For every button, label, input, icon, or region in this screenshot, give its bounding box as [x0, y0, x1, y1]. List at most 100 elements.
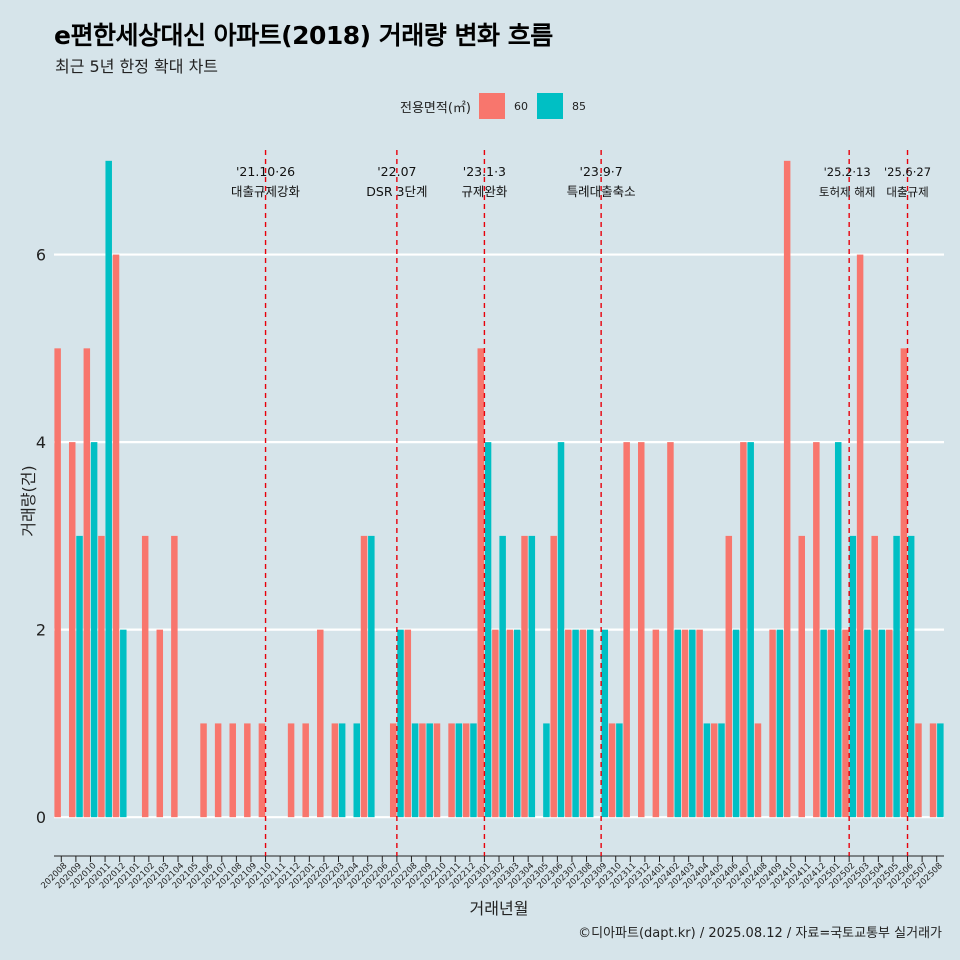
y-tick-label-2: 2 — [36, 621, 46, 640]
annotation-date-202506: '25.6·27 — [884, 165, 931, 179]
annotation-date-202301: '23.1·3 — [463, 164, 506, 179]
bar-60-202302 — [492, 629, 499, 818]
bar-85-202303 — [513, 629, 521, 818]
bar-85-202407 — [747, 442, 754, 818]
legend: 전용면적(㎡) 60 85 — [400, 92, 595, 120]
annotation-label-202207: DSR 3단계 — [366, 184, 427, 199]
bar-60-202103 — [156, 629, 164, 818]
bar-60-202207 — [389, 723, 397, 818]
bar-60-202407 — [740, 442, 747, 818]
bar-60-202404 — [696, 629, 703, 818]
bar-60-202411 — [798, 535, 805, 818]
bar-60-202410 — [783, 160, 791, 818]
bar-85-202309 — [601, 629, 609, 818]
bar-85-202504 — [878, 629, 886, 818]
y-axis-title: 거래량(건) — [19, 465, 38, 536]
bar-85-202307 — [572, 629, 579, 818]
bar-85-202302 — [499, 535, 506, 818]
bar-85-202011 — [105, 160, 112, 818]
bar-60-202503 — [856, 254, 864, 818]
bar-60-202409 — [769, 629, 776, 818]
bar-85-202502 — [849, 535, 857, 818]
bar-60-202112 — [287, 723, 295, 818]
bar-60-202412 — [813, 442, 820, 818]
bar-85-202402 — [674, 629, 681, 818]
bar-60-202010 — [83, 348, 91, 818]
bar-85-202508 — [937, 723, 944, 818]
bar-60-202406 — [725, 535, 733, 818]
source-caption: ©디아파트(dapt.kr) / 2025.08.12 / 자료=국토교통부 실… — [578, 926, 942, 941]
bar-85-202208 — [411, 723, 419, 818]
bar-85-202205 — [368, 535, 375, 818]
bar-85-202009 — [76, 535, 83, 818]
bar-85-202403 — [689, 629, 696, 818]
x-axis-title: 거래년월 — [470, 899, 529, 918]
bar-85-202505 — [893, 535, 900, 818]
legend-title: 전용면적(㎡) — [400, 100, 471, 116]
bar-60-202508 — [929, 723, 937, 818]
bar-85-202211 — [455, 723, 463, 818]
bar-60-202106 — [200, 723, 207, 818]
bar-85-202207 — [397, 629, 404, 818]
bar-60-202401 — [652, 629, 660, 818]
bar-85-202406 — [732, 629, 740, 818]
bar-85-202506 — [907, 535, 915, 818]
bar-60-202208 — [404, 629, 412, 818]
bar-85-202012 — [120, 629, 127, 818]
y-tick-label-6: 6 — [36, 246, 46, 265]
bar-85-202209 — [426, 723, 433, 818]
annotation-date-202309: '23.9·7 — [580, 164, 623, 179]
bar-60-202312 — [638, 442, 645, 818]
bar-85-202501 — [834, 442, 842, 818]
y-tick-label-4: 4 — [36, 433, 46, 452]
bar-60-202304 — [521, 535, 528, 818]
bar-85-202305 — [543, 723, 550, 818]
bar-60-202306 — [550, 535, 557, 818]
bar-60-202011 — [98, 535, 105, 818]
bar-60-202211 — [448, 723, 455, 818]
bar-60-202209 — [419, 723, 426, 818]
bar-60-202110 — [258, 723, 266, 818]
bar-60-202008 — [54, 348, 61, 818]
bar-85-202204 — [353, 723, 360, 818]
bar-60-202505 — [886, 629, 893, 818]
bar-60-202507 — [915, 723, 922, 818]
y-tick-label-0: 0 — [36, 808, 46, 827]
bar-60-202009 — [68, 442, 76, 818]
annotation-date-202110: '21.10·26 — [236, 164, 295, 179]
bar-60-202311 — [623, 442, 630, 818]
bar-60-202303 — [506, 629, 514, 818]
annotation-label-202309: 특례대출축소 — [567, 184, 636, 199]
annotation-label-202301: 규제완화 — [461, 184, 508, 199]
annotation-label-202502: 토허제 해제 — [819, 185, 876, 199]
bar-85-202503 — [864, 629, 871, 818]
bar-60-202107 — [214, 723, 222, 818]
bar-60-202202 — [317, 629, 324, 818]
bar-60-202501 — [827, 629, 835, 818]
bar-60-202506 — [900, 348, 908, 818]
bar-85-202301 — [484, 442, 492, 818]
bar-85-202010 — [90, 442, 98, 818]
bar-85-202412 — [820, 629, 827, 818]
bar-60-202205 — [360, 535, 368, 818]
bar-85-202404 — [703, 723, 711, 818]
bar-60-202210 — [433, 723, 441, 818]
bar-60-202108 — [229, 723, 236, 818]
bar-60-202212 — [462, 723, 470, 818]
bar-60-202502 — [842, 629, 849, 818]
bar-60-202201 — [302, 723, 309, 818]
bar-85-202212 — [470, 723, 477, 818]
bar-60-202203 — [331, 723, 339, 818]
bar-60-202102 — [141, 535, 149, 818]
annotation-label-202506: 대출규제 — [886, 185, 928, 199]
bar-60-202109 — [244, 723, 251, 818]
annotation-date-202502: '25.2·13 — [824, 165, 871, 179]
bar-85-202409 — [776, 629, 784, 818]
bar-85-202306 — [557, 442, 565, 818]
bar-60-202104 — [171, 535, 178, 818]
bar-60-202012 — [112, 254, 120, 818]
chart-title: e편한세상대신 아파트(2018) 거래량 변화 흐름 — [54, 21, 553, 50]
annotation-date-202207: '22.07 — [377, 164, 416, 179]
legend-label-85: 85 — [571, 99, 586, 113]
